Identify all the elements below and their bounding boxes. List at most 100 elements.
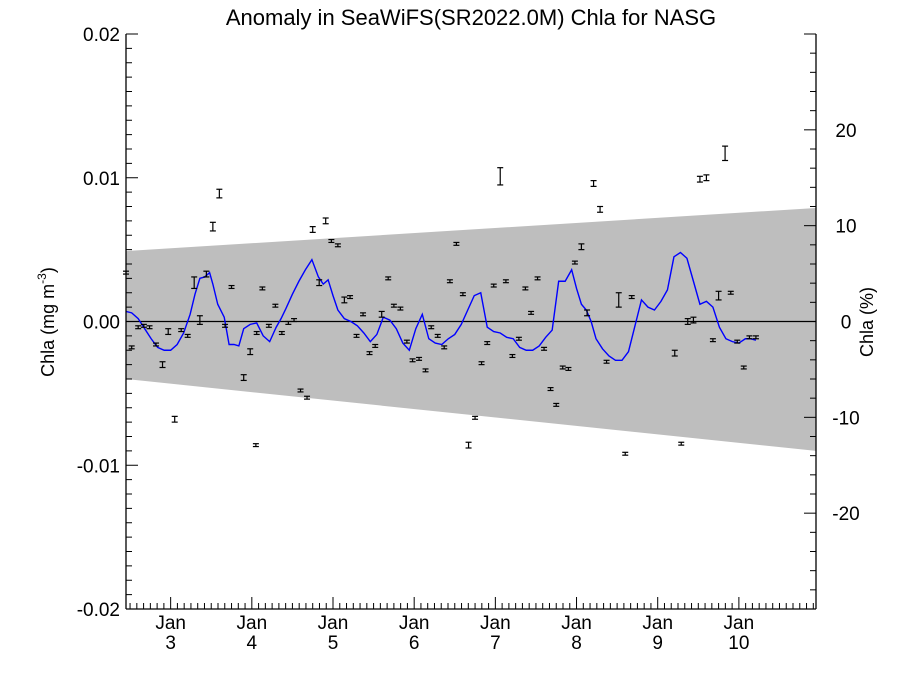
y-axis-label: Chla (mg m-3) [35, 267, 58, 377]
data-point [678, 441, 685, 446]
data-point [416, 356, 423, 361]
y-tick-label: 0.02 [83, 25, 120, 46]
data-point [622, 451, 629, 456]
data-point [297, 388, 304, 393]
data-point [259, 286, 266, 291]
data-point [628, 295, 635, 300]
data-point [285, 320, 292, 325]
tick-marks [126, 33, 816, 610]
data-point [578, 243, 585, 251]
data-point [247, 348, 254, 356]
data-point [146, 325, 153, 330]
data-point [265, 323, 272, 328]
data-point [484, 341, 491, 346]
y2-axis-label: Chla (%) [857, 287, 877, 357]
data-point [740, 365, 747, 370]
data-point [703, 174, 710, 182]
x-tick-label-month: Jan [399, 613, 430, 634]
data-point [397, 306, 404, 311]
y-tick-label: 0.01 [83, 169, 120, 190]
data-point [746, 335, 753, 340]
data-point [272, 303, 279, 308]
y-axis-label-end: ) [38, 267, 58, 273]
data-point [727, 290, 734, 295]
data-points [123, 145, 759, 456]
data-point [597, 205, 604, 213]
data-point [603, 359, 610, 364]
data-point [515, 336, 522, 341]
data-point [196, 315, 203, 325]
data-point [165, 328, 172, 336]
x-tick-label-month: Jan [642, 613, 673, 634]
data-point [178, 328, 185, 333]
data-point [403, 339, 410, 344]
data-point [409, 358, 416, 363]
data-point [534, 276, 541, 281]
data-point [690, 316, 697, 324]
y2-tick-label: -10 [832, 408, 859, 429]
data-point [366, 351, 373, 356]
data-point [372, 343, 379, 348]
data-point [385, 276, 392, 281]
x-tick-label-year: 3 [165, 633, 176, 654]
data-point [478, 361, 485, 366]
data-point [422, 368, 429, 373]
x-tick-label-year: 4 [247, 633, 258, 654]
data-point [497, 167, 504, 186]
x-tick-label-year: 9 [652, 633, 663, 654]
uncertainty-band-area [126, 207, 816, 451]
data-point [353, 333, 360, 338]
data-point [159, 361, 166, 369]
data-point [752, 335, 759, 340]
data-point [322, 217, 329, 225]
data-point [140, 323, 147, 328]
x-tick-label-month: Jan [724, 613, 755, 634]
data-point [253, 330, 260, 336]
data-point [360, 312, 367, 317]
data-point [240, 374, 247, 382]
y2-tick-label: 0 [841, 313, 852, 334]
data-point [696, 175, 703, 183]
uncertainty-band [126, 207, 816, 451]
data-point [291, 318, 298, 323]
data-point [334, 243, 341, 248]
y2-tick-label: 20 [835, 121, 856, 142]
data-point [135, 325, 142, 330]
y2-tick-label: 10 [835, 217, 856, 238]
data-point [428, 325, 435, 330]
series-line-0 [125, 251, 757, 362]
x-tick-label-month: Jan [237, 613, 268, 634]
data-point [153, 342, 160, 347]
data-point [615, 292, 622, 308]
data-point [553, 402, 560, 407]
data-point [378, 310, 385, 318]
data-point [434, 333, 441, 338]
data-point [441, 345, 448, 350]
data-point [722, 145, 729, 162]
series-line-layer [125, 251, 757, 362]
data-point [528, 310, 535, 315]
data-point [465, 441, 472, 449]
data-point [304, 395, 311, 400]
data-point [541, 346, 548, 351]
x-tick-label-month: Jan [318, 613, 349, 634]
data-point [341, 296, 348, 304]
x-tick-label-year: 5 [328, 633, 339, 654]
data-point [216, 188, 223, 199]
data-point [446, 279, 453, 284]
y2-tick-label: -20 [832, 504, 859, 525]
data-point [734, 339, 741, 344]
x-tick-label-month: Jan [480, 613, 511, 634]
data-point [472, 415, 479, 420]
data-point [390, 303, 397, 308]
data-point [228, 284, 235, 290]
data-point [278, 330, 285, 336]
data-point [316, 279, 323, 287]
data-point [547, 387, 554, 392]
data-point [453, 241, 460, 246]
x-tick-label-year: 8 [571, 633, 582, 654]
data-point [184, 333, 191, 338]
data-point [490, 283, 497, 288]
x-tick-label-month: Jan [155, 613, 186, 634]
